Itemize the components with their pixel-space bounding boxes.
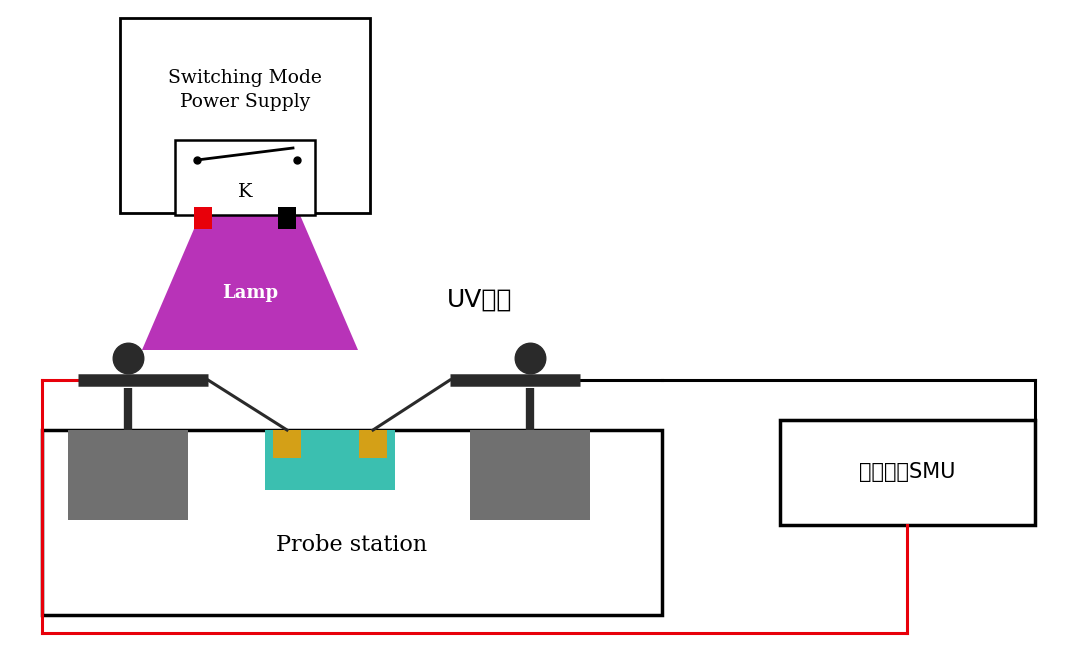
Text: K: K <box>238 183 253 201</box>
Text: Probe station: Probe station <box>276 534 428 556</box>
Text: 数字源表SMU: 数字源表SMU <box>860 463 956 482</box>
Bar <box>780 420 1035 525</box>
Text: Lamp: Lamp <box>221 284 278 301</box>
Bar <box>278 207 296 229</box>
Bar <box>470 430 590 520</box>
Bar <box>42 430 662 615</box>
Bar <box>359 430 387 458</box>
Bar <box>265 430 395 490</box>
Bar <box>194 207 212 229</box>
Bar <box>120 18 370 213</box>
Text: Switching Mode
Power Supply: Switching Mode Power Supply <box>168 69 322 111</box>
Bar <box>273 430 301 458</box>
Bar <box>68 430 188 520</box>
Text: UV光源: UV光源 <box>447 288 513 312</box>
Bar <box>175 140 315 215</box>
Polygon shape <box>141 215 357 350</box>
